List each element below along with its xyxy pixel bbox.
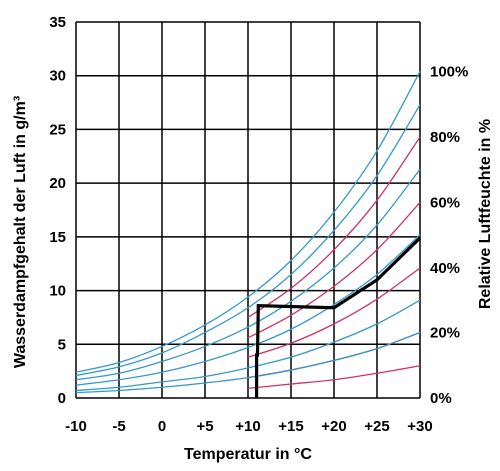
humidity-curves bbox=[75, 71, 421, 394]
y-tick-label: 20 bbox=[49, 175, 66, 192]
y2-tick-label: 40% bbox=[430, 260, 460, 277]
y-tick-label: 10 bbox=[49, 283, 66, 300]
x-tick-label: +20 bbox=[321, 418, 346, 435]
x-tick-label: +15 bbox=[278, 418, 303, 435]
y-tick-label: 15 bbox=[49, 229, 66, 246]
y2-axis-title: Relative Luftfeuchte in % bbox=[477, 119, 494, 309]
y-tick-label: 25 bbox=[49, 121, 66, 138]
y-tick-label: 35 bbox=[49, 14, 66, 31]
highlight-path-layer bbox=[255, 236, 422, 398]
grid bbox=[75, 21, 421, 399]
x-tick-label: +5 bbox=[196, 418, 213, 435]
y-tick-labels: 0 5 10 15 20 25 30 35 bbox=[49, 14, 66, 407]
humidity-curve-blue bbox=[75, 234, 421, 386]
y-tick-label: 5 bbox=[58, 336, 66, 353]
x-tick-label: 0 bbox=[158, 418, 166, 435]
y2-tick-label: 0% bbox=[430, 390, 452, 407]
x-tick-labels: -10 -5 0 +5 +10 +15 +20 +25 +30 bbox=[65, 418, 433, 435]
humidity-curve-red bbox=[247, 365, 421, 389]
y2-tick-label: 100% bbox=[430, 63, 468, 80]
humidity-curve-blue bbox=[75, 168, 421, 381]
humidity-curve-red bbox=[247, 267, 421, 358]
y-tick-label: 0 bbox=[58, 390, 66, 407]
x-tick-label: -10 bbox=[65, 418, 87, 435]
humidity-curve-red bbox=[247, 136, 421, 318]
x-tick-label: +25 bbox=[364, 418, 389, 435]
x-tick-label: +10 bbox=[235, 418, 260, 435]
y2-tick-label: 80% bbox=[430, 129, 460, 146]
x-axis-title: Temperatur in °C bbox=[184, 446, 312, 463]
y2-tick-label: 60% bbox=[430, 194, 460, 211]
y2-tick-label: 20% bbox=[430, 324, 460, 341]
humidity-curve-blue bbox=[75, 71, 421, 373]
x-tick-label: -5 bbox=[112, 418, 125, 435]
humidity-curve-blue bbox=[75, 299, 421, 392]
y-tick-label: 30 bbox=[49, 68, 66, 85]
x-tick-label: +30 bbox=[407, 418, 432, 435]
humidity-curve-red bbox=[247, 202, 421, 339]
y2-tick-labels: 100% 80% 60% 40% 20% 0% bbox=[430, 63, 468, 407]
humidity-curve-blue bbox=[75, 331, 421, 394]
y-axis-title: Wasserdampfgehalt der Luft in g/m³ bbox=[12, 96, 29, 368]
humidity-curve-blue bbox=[75, 104, 421, 377]
highlight-path bbox=[255, 236, 422, 398]
